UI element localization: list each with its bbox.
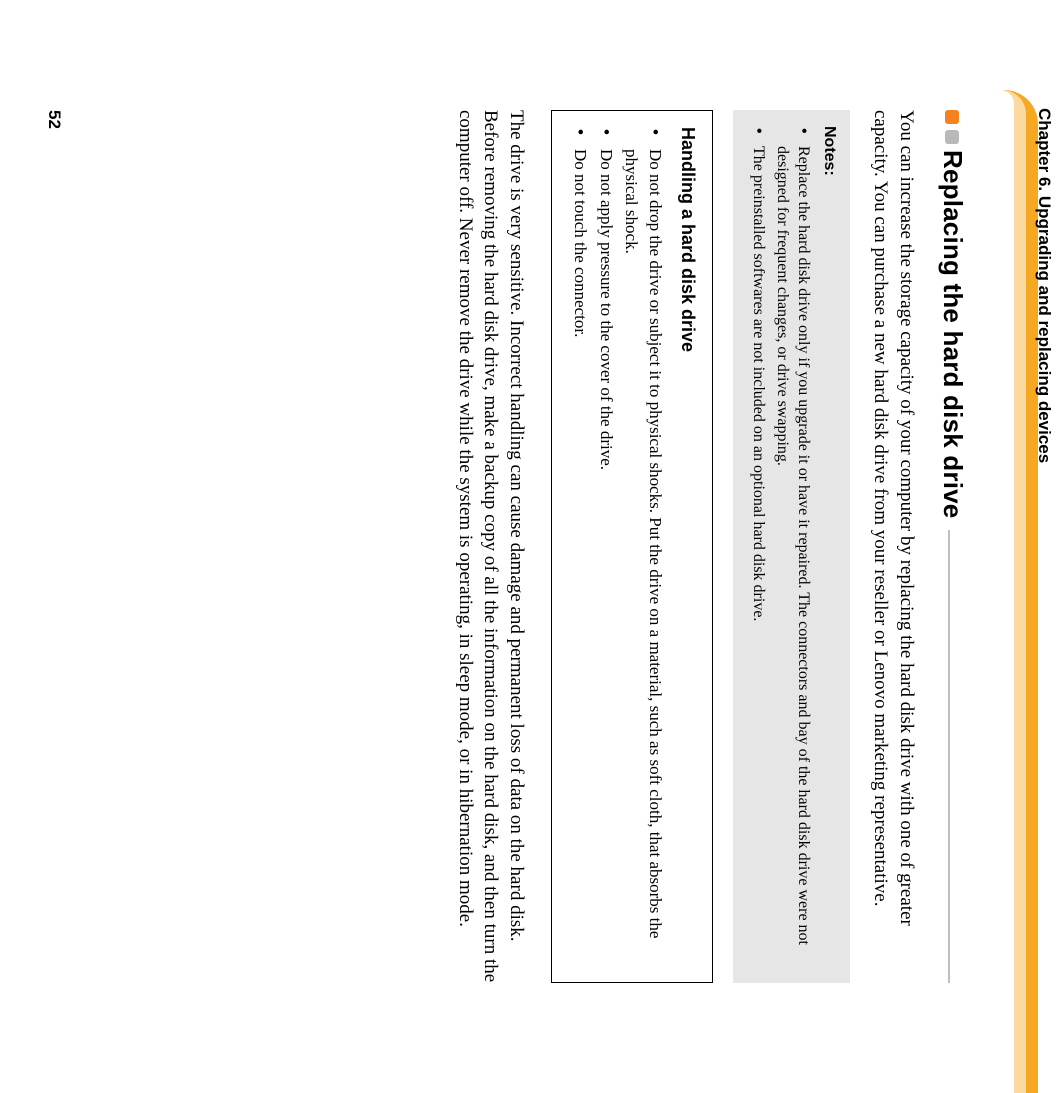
handling-item: Do not apply pressure to the cover of th… bbox=[594, 127, 618, 966]
header-band: Chapter 6. Upgrading and replacing devic… bbox=[998, 90, 1058, 1093]
bullet-square-grey-icon bbox=[946, 130, 960, 144]
notes-box: Notes: Replace the hard disk drive only … bbox=[733, 110, 849, 983]
handling-box: Handling a hard disk drive Do not drop t… bbox=[551, 110, 713, 983]
page-number: 52 bbox=[44, 110, 64, 129]
handling-title: Handling a hard disk drive bbox=[675, 127, 700, 966]
notes-item: Replace the hard disk drive only if you … bbox=[771, 126, 814, 967]
notes-list: Replace the hard disk drive only if you … bbox=[747, 126, 814, 967]
notes-item: The preinstalled softwares are not inclu… bbox=[747, 126, 769, 967]
handling-item: Do not touch the connector. bbox=[568, 127, 592, 966]
bullet-square-orange-icon bbox=[946, 110, 960, 124]
content-area: Replacing the hard disk drive You can in… bbox=[452, 110, 968, 983]
handling-list: Do not drop the drive or subject it to p… bbox=[568, 127, 667, 966]
body-paragraph: The drive is very sensitive. Incorrect h… bbox=[452, 110, 529, 983]
notes-title: Notes: bbox=[818, 126, 840, 967]
document-page: Chapter 6. Upgrading and replacing devic… bbox=[0, 0, 1058, 1093]
section-title: Replacing the hard disk drive bbox=[937, 150, 968, 518]
handling-item: Do not drop the drive or subject it to p… bbox=[620, 127, 668, 966]
header-curve-white bbox=[1000, 90, 1014, 1093]
section-rule bbox=[949, 530, 951, 983]
section-heading-row: Replacing the hard disk drive bbox=[937, 110, 968, 983]
intro-paragraph: You can increase the storage capacity of… bbox=[868, 110, 919, 983]
chapter-title: Chapter 6. Upgrading and replacing devic… bbox=[1034, 108, 1054, 463]
